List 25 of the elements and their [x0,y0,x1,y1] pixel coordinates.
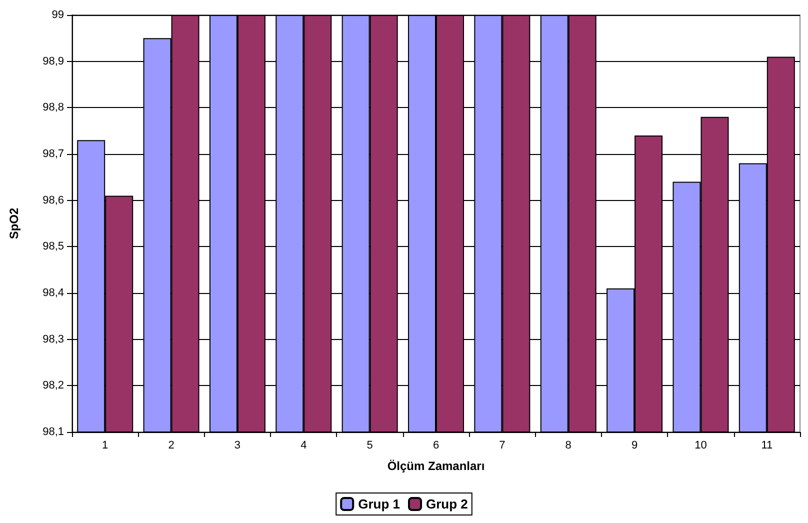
y-tick-label: 98,1 [42,426,64,438]
x-tick-label: 9 [631,440,638,452]
y-tick-label: 98,5 [42,240,64,253]
y-tick-label: 98,4 [42,287,64,299]
x-tick-label: 10 [694,440,707,452]
x-tick-label: 11 [761,440,773,452]
legend-label: Grup 1 [358,496,400,512]
y-tick-label: 98,2 [42,380,64,392]
x-tick-label: 7 [499,440,506,452]
x-tick-label: 1 [102,440,108,452]
y-tick-label: 98,8 [42,102,64,114]
x-tick-label: 2 [168,440,174,452]
y-axis-title: SpO2 [7,208,21,240]
y-tick-label: 98,9 [42,55,64,68]
y-tick-label: 98,6 [42,194,64,206]
y-tick-label: 99 [52,9,64,21]
x-tick-label: 4 [300,440,307,452]
y-tick-label: 98,3 [42,333,64,346]
x-tick-label: 3 [234,440,241,452]
legend-label: Grup 2 [426,496,468,512]
y-tick-label: 98,7 [42,148,64,160]
x-axis-title: Ölçüm Zamanları [387,459,485,473]
x-tick-label: 5 [366,440,373,452]
x-tick-label: 8 [565,440,572,452]
x-tick-label: 6 [432,440,440,452]
